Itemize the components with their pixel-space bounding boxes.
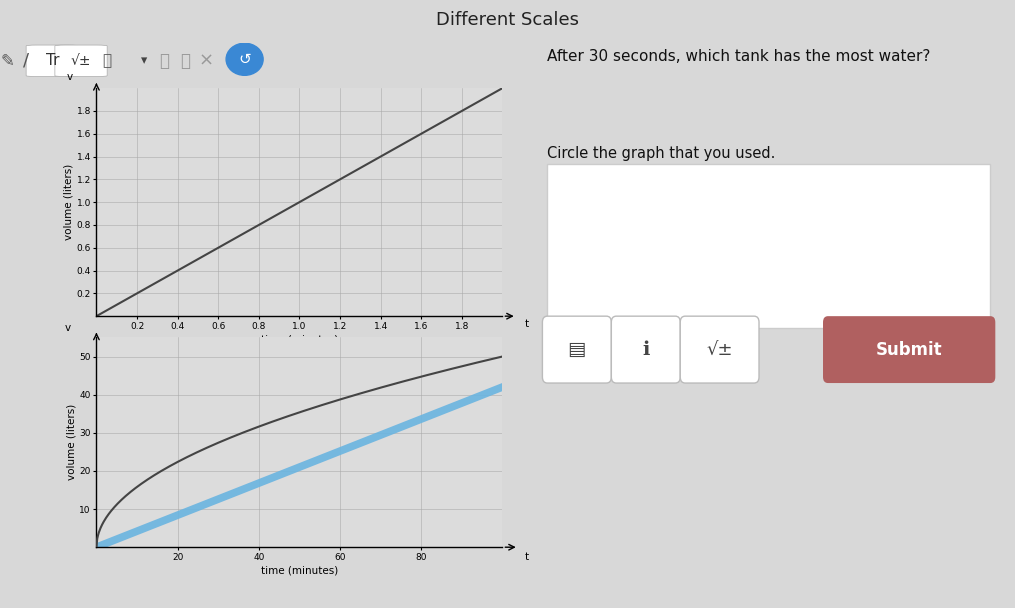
X-axis label: time (minutes): time (minutes) — [261, 566, 338, 576]
Y-axis label: volume (liters): volume (liters) — [64, 164, 74, 240]
Text: Different Scales: Different Scales — [436, 11, 579, 29]
Text: Submit: Submit — [876, 340, 943, 359]
Text: ℹ: ℹ — [642, 340, 650, 359]
FancyBboxPatch shape — [55, 45, 108, 77]
FancyBboxPatch shape — [611, 316, 680, 383]
Text: /: / — [23, 52, 29, 70]
FancyBboxPatch shape — [26, 45, 78, 77]
Text: After 30 seconds, which tank has the most water?: After 30 seconds, which tank has the mos… — [547, 49, 931, 64]
FancyBboxPatch shape — [547, 164, 991, 328]
Text: Tr: Tr — [46, 54, 59, 68]
FancyBboxPatch shape — [680, 316, 759, 383]
Text: Circle the graph that you used.: Circle the graph that you used. — [547, 146, 775, 161]
Text: t: t — [525, 319, 529, 329]
Text: ↺: ↺ — [239, 52, 251, 67]
Text: ×: × — [199, 52, 214, 70]
Circle shape — [226, 43, 263, 75]
Text: v: v — [67, 72, 73, 81]
Text: ✎: ✎ — [1, 52, 15, 70]
Text: t: t — [525, 551, 529, 562]
Text: ⌢: ⌢ — [181, 52, 191, 70]
FancyBboxPatch shape — [542, 316, 611, 383]
Text: ▤: ▤ — [567, 340, 586, 359]
FancyBboxPatch shape — [823, 316, 996, 383]
X-axis label: time (minutes): time (minutes) — [261, 335, 338, 345]
Text: √±: √± — [71, 54, 91, 68]
Text: ▾: ▾ — [141, 54, 147, 67]
Y-axis label: volume (liters): volume (liters) — [67, 404, 76, 480]
Text: ⯯: ⯯ — [103, 54, 112, 68]
Text: v: v — [65, 323, 71, 333]
Text: ⌢: ⌢ — [159, 52, 170, 70]
Text: √±: √± — [706, 340, 733, 359]
